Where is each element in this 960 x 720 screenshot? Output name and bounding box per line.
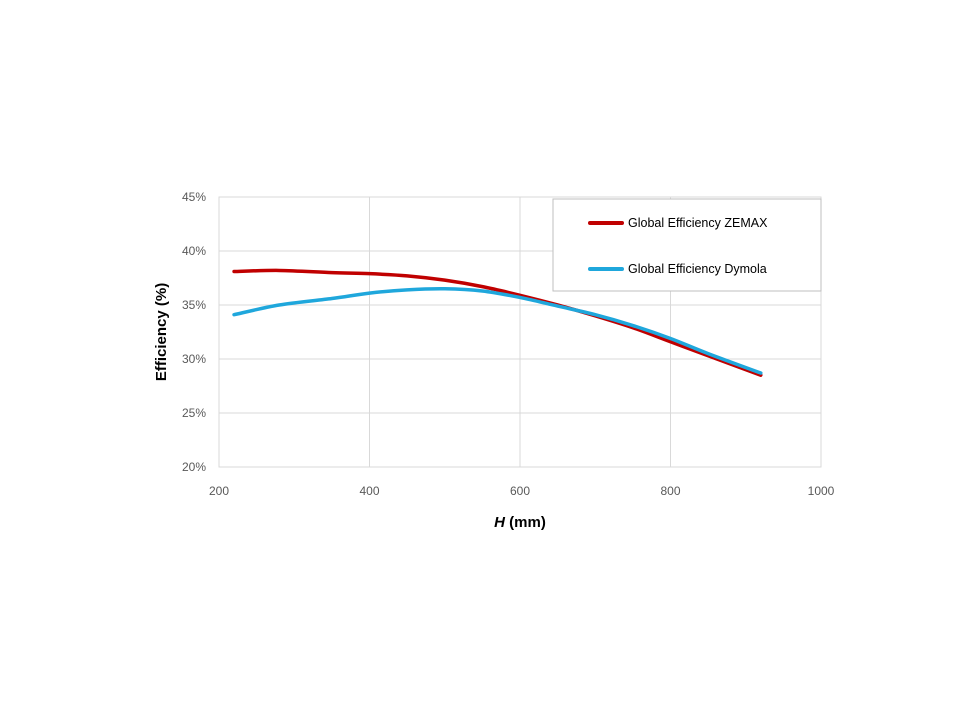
legend-box bbox=[552, 198, 822, 292]
x-tick-label: 400 bbox=[359, 484, 379, 498]
legend-label-zemax: Global Efficiency ZEMAX bbox=[628, 216, 768, 230]
x-tick-label: 800 bbox=[660, 484, 680, 498]
x-axis-variable: H bbox=[494, 514, 506, 531]
y-tick-label: 20% bbox=[182, 460, 206, 474]
series-line-zemax bbox=[232, 268, 763, 377]
x-tick-label: 600 bbox=[510, 484, 530, 498]
plot-area bbox=[218, 196, 822, 468]
y-axis-title: Efficiency (%) bbox=[153, 283, 170, 381]
x-axis-unit: (mm) bbox=[505, 514, 546, 531]
y-tick-label: 45% bbox=[182, 190, 206, 204]
series-line-dymola bbox=[232, 287, 763, 375]
x-tick-label: 1000 bbox=[808, 484, 835, 498]
y-tick-label: 30% bbox=[182, 352, 206, 366]
x-axis-tick-labels: 200 400 600 800 1000 bbox=[209, 484, 835, 498]
legend-label-dymola: Global Efficiency Dymola bbox=[628, 262, 767, 276]
y-axis-tick-labels: 20% 25% 30% 35% 40% 45% bbox=[182, 190, 206, 474]
y-tick-label: 40% bbox=[182, 244, 206, 258]
x-axis-title: H (mm) bbox=[494, 514, 546, 531]
legend: Global Efficiency ZEMAX Global Efficienc… bbox=[552, 198, 822, 292]
y-tick-label: 35% bbox=[182, 298, 206, 312]
series-lines bbox=[232, 268, 763, 377]
x-tick-label: 200 bbox=[209, 484, 229, 498]
y-tick-label: 25% bbox=[182, 406, 206, 420]
